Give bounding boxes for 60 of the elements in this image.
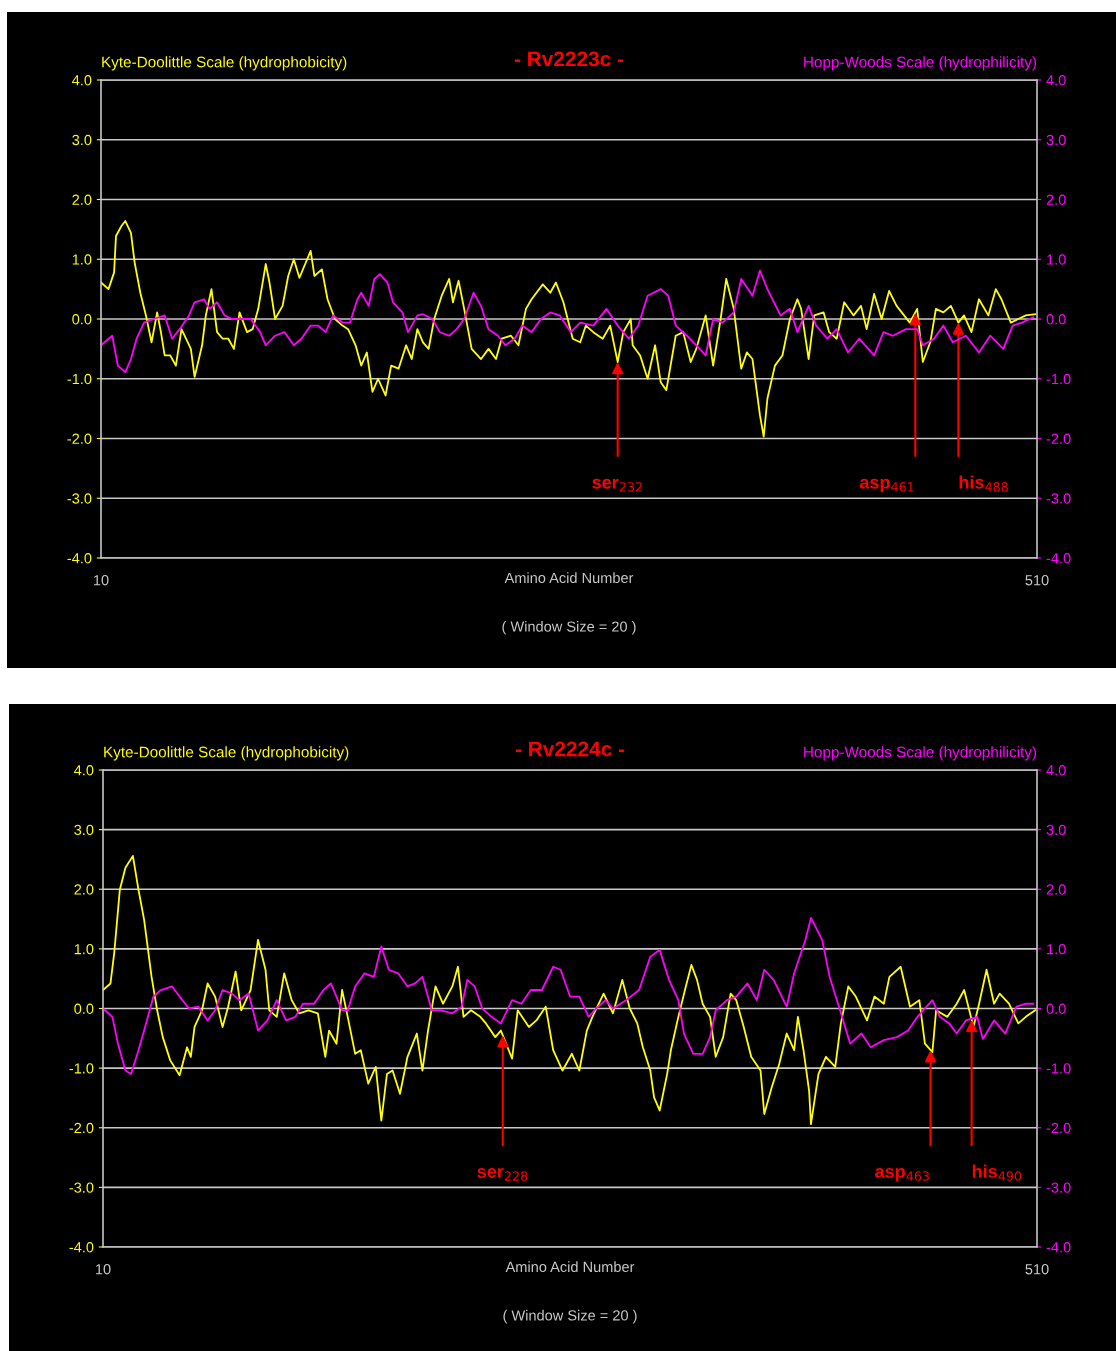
- text: Kyte-Doolittle Scale (hydrophobicity): [104, 746, 349, 761]
- y2-tick-label: 0.0: [1046, 1003, 1066, 1014]
- y-tick-label: -1.0: [69, 1063, 94, 1074]
- y2-tick-label: -2.0: [1046, 1122, 1071, 1134]
- y-tick-label: -4.0: [67, 553, 92, 564]
- y-tick-label: -4.0: [69, 1242, 94, 1253]
- chart-title: - Rv2224c -: [515, 741, 625, 757]
- annotation: asp$_{463}$: [875, 1167, 929, 1182]
- line-series: [101, 220, 1037, 438]
- y2-tick-label: 4.0: [1046, 765, 1066, 776]
- x-tick-label: 10: [96, 1264, 111, 1275]
- y-tick-label: -3.0: [67, 493, 92, 504]
- y2-tick-label: 2.0: [1046, 884, 1066, 895]
- y-tick-label: 3.0: [74, 824, 94, 836]
- y-tick-label: -2.0: [67, 433, 92, 444]
- y-tick-label: 0.0: [72, 314, 92, 325]
- y2-tick-label: -4.0: [1046, 1242, 1071, 1253]
- y2-tick-label: 0.0: [1046, 314, 1066, 325]
- text: Kyte-Doolittle Scale (hydrophobicity): [102, 56, 347, 71]
- y-tick-label: 4.0: [72, 75, 92, 86]
- y2-tick-label: -4.0: [1046, 553, 1071, 564]
- y2-tick-label: -1.0: [1046, 373, 1071, 385]
- line-series: [103, 854, 1037, 1126]
- y-tick-label: 0.0: [74, 1003, 94, 1014]
- y-tick-label: 3.0: [72, 134, 92, 146]
- text: ( Window Size = 20 ): [503, 1309, 637, 1324]
- y2-tick-label: 1.0: [1047, 943, 1066, 955]
- y2-tick-label: -3.0: [1046, 1182, 1071, 1193]
- x-tick-label: 510: [1025, 575, 1049, 586]
- text: ( Window Size = 20 ): [502, 620, 636, 635]
- annotation: ser$_{232}$: [592, 478, 642, 492]
- y-tick-label: 2.0: [74, 884, 94, 895]
- y2-tick-label: 3.0: [1046, 134, 1066, 146]
- text: Hopp-Woods Scale (hydrophilicity): [804, 56, 1037, 71]
- x-tick-label: 10: [94, 575, 109, 586]
- x-tick-label: 510: [1025, 1264, 1049, 1275]
- text: Hopp-Woods Scale (hydrophilicity): [804, 746, 1037, 761]
- annotation: his$_{488}$: [959, 475, 1008, 492]
- y2-tick-label: -1.0: [1046, 1063, 1071, 1074]
- y-tick-label: -2.0: [69, 1122, 94, 1134]
- y-tick-label: 1.0: [72, 254, 92, 265]
- y2-tick-label: 1.0: [1047, 254, 1066, 265]
- y2-tick-label: -2.0: [1046, 433, 1071, 444]
- y-tick-label: 2.0: [72, 194, 92, 205]
- y2-tick-label: 2.0: [1046, 194, 1066, 205]
- chart-title: - Rv2223c -: [514, 51, 624, 67]
- y-tick-label: -1.0: [67, 373, 92, 385]
- line-series: [103, 916, 1035, 1075]
- annotation: ser$_{228}$: [477, 1167, 528, 1181]
- y-tick-label: 1.0: [74, 943, 94, 955]
- y-tick-label: 4.0: [74, 765, 94, 776]
- y2-tick-label: -3.0: [1046, 493, 1071, 504]
- y2-tick-label: 4.0: [1046, 75, 1066, 86]
- x-axis-title: Amino Acid Number: [505, 1261, 635, 1273]
- x-axis-title: Amino Acid Number: [504, 572, 634, 584]
- y-tick-label: -3.0: [69, 1182, 94, 1193]
- annotation: his$_{490}$: [972, 1164, 1022, 1181]
- y2-tick-label: 3.0: [1046, 824, 1066, 836]
- annotation: asp$_{461}$: [859, 478, 914, 493]
- line-series: [101, 269, 1035, 374]
